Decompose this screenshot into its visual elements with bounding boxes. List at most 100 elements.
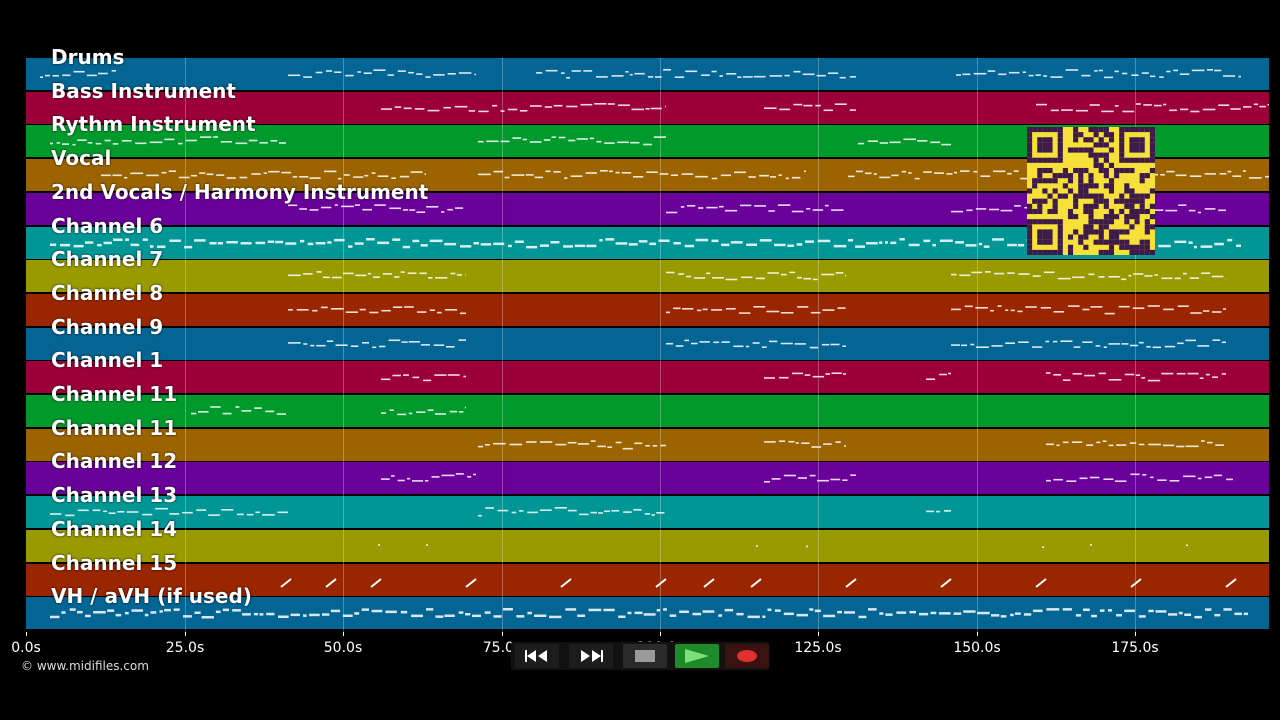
note-mark (1236, 244, 1241, 247)
note-mark (724, 609, 734, 612)
note-mark (889, 141, 901, 144)
track-row[interactable] (26, 428, 1269, 461)
note-mark (1144, 275, 1153, 277)
note-mark (634, 442, 643, 444)
record-button[interactable] (725, 644, 769, 668)
track-label: Channel 6 (51, 213, 164, 238)
note-mark (670, 174, 678, 177)
note-mark (588, 608, 602, 612)
note-mark (443, 106, 451, 109)
note-mark (342, 272, 354, 275)
tick-label: 175.0s (1111, 640, 1159, 656)
note-mark (246, 513, 254, 516)
note-mark (939, 239, 953, 242)
fast-forward-icon (581, 650, 603, 662)
note-mark (1084, 375, 1095, 377)
note-mark (964, 305, 973, 307)
piano-roll-plot[interactable] (26, 58, 1269, 632)
track-row[interactable] (26, 260, 1269, 293)
note-mark (342, 614, 353, 618)
note-mark (1232, 175, 1242, 178)
note-mark (113, 238, 123, 241)
fast-forward-button[interactable] (569, 644, 613, 668)
track-row[interactable] (26, 91, 1269, 124)
note-mark (1143, 103, 1152, 106)
note-mark (1094, 70, 1098, 72)
note-mark (1253, 103, 1259, 105)
track-row[interactable] (26, 58, 1269, 90)
track-label: Channel 11 (51, 415, 178, 440)
note-mark (923, 239, 931, 242)
note-mark (804, 170, 806, 173)
note-mark (1189, 175, 1202, 178)
track-row[interactable] (26, 327, 1269, 360)
note-mark (638, 239, 648, 243)
note-mark (299, 207, 307, 210)
play-button[interactable] (675, 644, 719, 668)
note-mark (879, 176, 891, 179)
note-mark (678, 273, 685, 275)
note-mark (426, 205, 439, 208)
tick-mark (502, 632, 503, 636)
note-mark (1098, 276, 1105, 278)
note-mark (847, 238, 854, 241)
note-mark (973, 170, 978, 173)
note-mark (1147, 380, 1161, 382)
note-mark (474, 73, 476, 76)
note-mark (1018, 340, 1029, 343)
note-mark (903, 138, 916, 141)
note-mark (779, 108, 791, 110)
note-mark (858, 143, 865, 145)
note-mark (1267, 103, 1269, 106)
note-mark (1114, 104, 1119, 107)
stop-button[interactable] (623, 644, 667, 668)
note-mark (255, 241, 266, 244)
note-mark (135, 142, 147, 145)
note-mark (1005, 341, 1015, 344)
note-mark (1207, 441, 1213, 444)
note-mark (504, 176, 510, 179)
track-row[interactable] (26, 529, 1269, 562)
track-label: Rythm Instrument (51, 112, 256, 137)
note-mark (468, 109, 476, 112)
note-mark (1104, 312, 1115, 315)
note-mark (802, 73, 815, 76)
note-mark (315, 241, 326, 244)
note-mark (322, 276, 330, 279)
track-row[interactable] (26, 563, 1269, 596)
note-mark (1205, 608, 1212, 611)
track-row[interactable] (26, 293, 1269, 326)
note-mark (86, 74, 97, 77)
rewind-button[interactable] (515, 644, 559, 668)
note-mark (1199, 377, 1204, 380)
note-mark (213, 136, 219, 139)
note-mark (73, 70, 85, 73)
note-mark (391, 475, 395, 478)
note-mark (1169, 109, 1177, 111)
note-mark (455, 473, 464, 476)
note-mark (389, 409, 394, 411)
note-mark (1082, 340, 1093, 343)
note-mark (1204, 173, 1216, 175)
note-mark (350, 344, 359, 347)
note-mark (1022, 71, 1026, 73)
track-row[interactable] (26, 361, 1269, 394)
note-mark (675, 344, 684, 347)
note-mark (655, 76, 662, 78)
note-mark (725, 307, 736, 310)
track-row[interactable] (26, 496, 1269, 529)
note-mark (756, 545, 758, 547)
note-mark (275, 240, 284, 243)
note-mark (805, 239, 814, 243)
note-mark (77, 509, 89, 512)
note-mark (1135, 374, 1141, 377)
note-mark (334, 238, 345, 241)
track-row[interactable] (26, 462, 1269, 495)
note-mark (199, 172, 206, 174)
track-row[interactable] (26, 395, 1269, 427)
note-mark (797, 277, 802, 279)
note-mark (303, 76, 312, 78)
note-mark (354, 204, 360, 206)
track-row[interactable] (26, 597, 1269, 630)
note-mark (1082, 308, 1090, 311)
